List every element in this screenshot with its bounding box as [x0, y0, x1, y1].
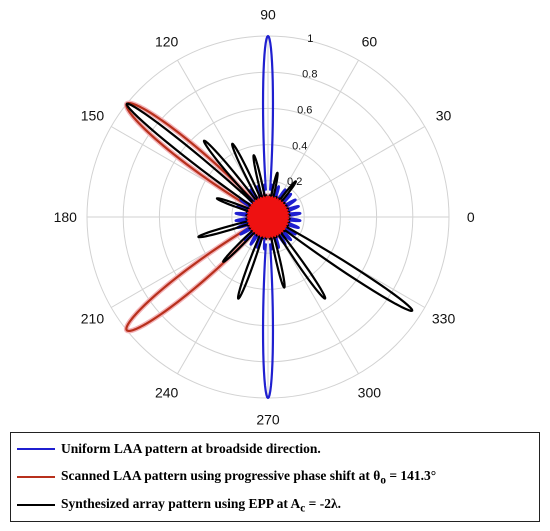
legend-item-uniform: Uniform LAA pattern at broadside directi… — [17, 437, 321, 461]
radial-tick-label-0.8: 0.8 — [302, 69, 317, 81]
legend: Uniform LAA pattern at broadside directi… — [10, 432, 540, 522]
angle-tick-label-210: 210 — [81, 310, 105, 326]
angle-tick-label-90: 90 — [260, 6, 276, 22]
angle-labels: 0 30 60 90 120 150 180 210 240 270 300 330 — [54, 6, 475, 427]
angle-tick-label-330: 330 — [432, 310, 456, 326]
angle-tick-label-300: 300 — [358, 385, 382, 401]
angle-tick-label-150: 150 — [81, 108, 105, 124]
series-layer — [123, 34, 414, 400]
radial-tick-label-0.6: 0.6 — [297, 104, 312, 116]
angle-tick-label-120: 120 — [155, 33, 179, 49]
angle-tick-label-270: 270 — [256, 412, 280, 428]
legend-swatch-scanned — [17, 476, 55, 478]
legend-label-uniform: Uniform LAA pattern at broadside directi… — [61, 441, 321, 456]
angle-tick-label-30: 30 — [436, 108, 452, 124]
legend-label-scanned: Scanned LAA pattern using progressive ph… — [61, 467, 437, 487]
legend-swatch-synthesized — [17, 504, 55, 506]
angle-tick-label-0: 0 — [467, 209, 475, 225]
legend-item-synthesized: Synthesized array pattern using EPP at A… — [17, 493, 341, 517]
radial-labels: 0.2 0.4 0.6 0.8 1 — [287, 33, 317, 188]
radial-tick-label-0.2: 0.2 — [287, 176, 302, 188]
radial-tick-label-1: 1 — [307, 33, 313, 45]
angle-tick-label-60: 60 — [362, 33, 378, 49]
legend-swatch-uniform — [17, 448, 55, 450]
legend-label-synthesized: Synthesized array pattern using EPP at A… — [61, 495, 341, 515]
legend-item-scanned: Scanned LAA pattern using progressive ph… — [17, 465, 436, 489]
series-scanned-sidelobe-core — [246, 195, 290, 239]
angle-tick-label-240: 240 — [155, 385, 179, 401]
radial-tick-label-0.4: 0.4 — [292, 140, 307, 152]
angle-tick-label-180: 180 — [54, 209, 78, 225]
